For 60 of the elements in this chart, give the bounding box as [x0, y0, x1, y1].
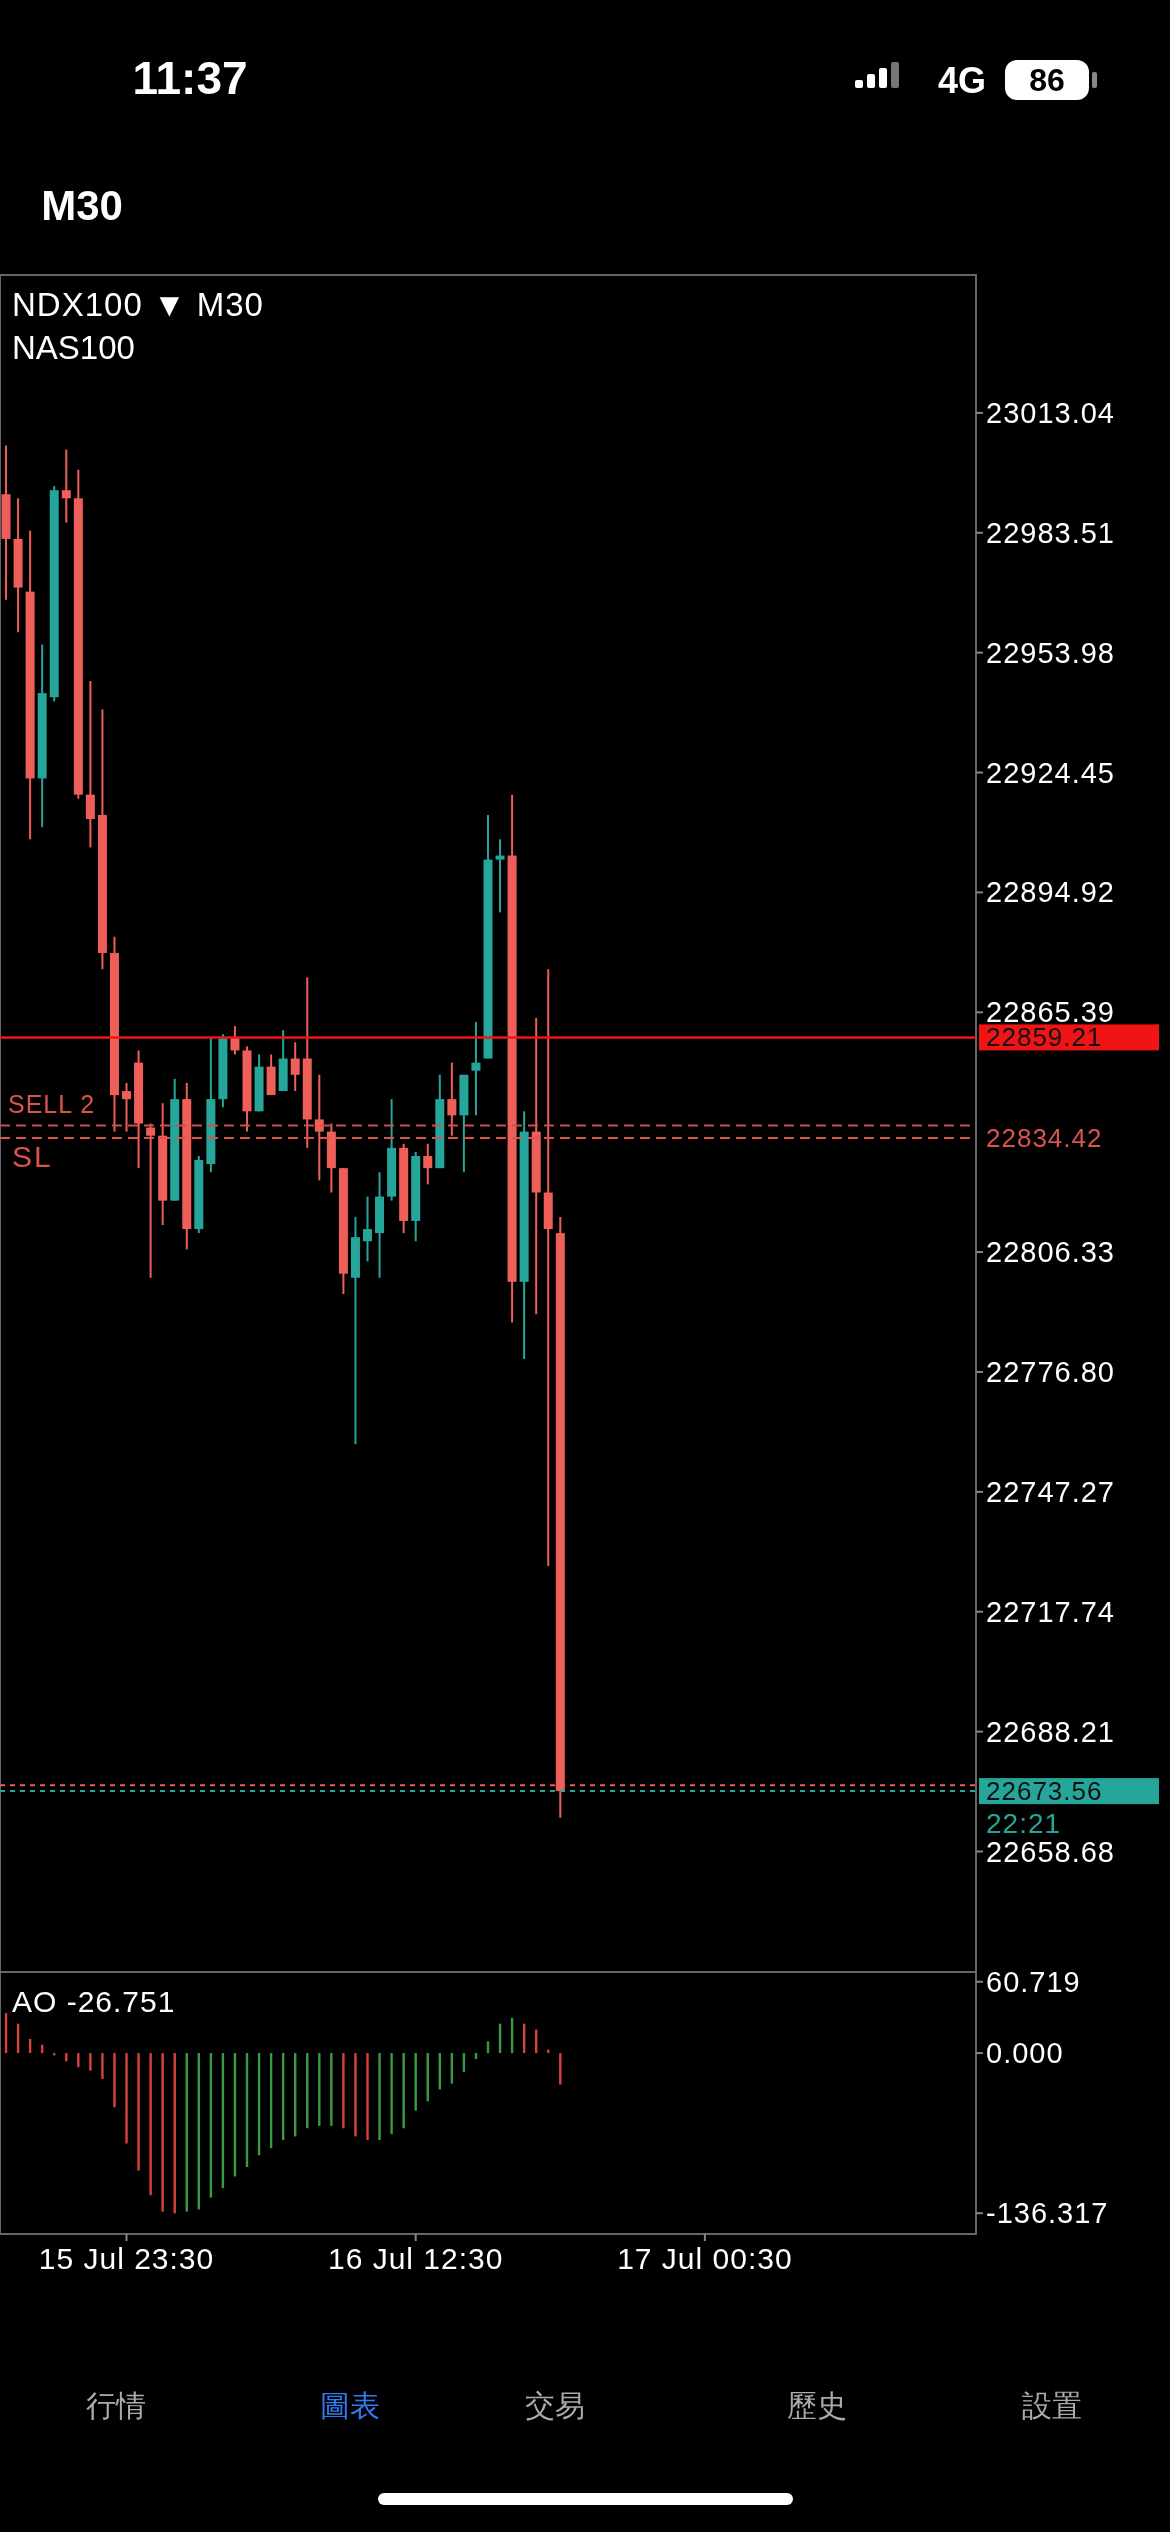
bar	[161, 2053, 164, 2212]
annotation: SELL 2	[8, 1090, 96, 1118]
y-tick-label: 22894.92	[986, 876, 1115, 909]
candlestick	[363, 1195, 373, 1263]
bar	[354, 2053, 357, 2137]
annotation: SL	[12, 1139, 53, 1173]
text: 設置	[1022, 2388, 1082, 2422]
candlestick	[495, 838, 505, 914]
bar	[402, 2053, 405, 2129]
y-tick-label: 22776.80	[986, 1355, 1115, 1388]
text: 圖表	[320, 2388, 380, 2422]
bar	[342, 2053, 345, 2129]
candlestick	[447, 1061, 457, 1137]
text: 4G	[937, 59, 987, 101]
text: NAS100	[12, 328, 135, 366]
x-tick-label: 15 Jul 23:30	[38, 2241, 215, 2275]
y-tick-label: 22953.98	[986, 636, 1115, 669]
bar	[89, 2053, 92, 2071]
x-tick-label: 17 Jul 00:30	[617, 2241, 793, 2275]
bar	[318, 2053, 321, 2126]
y-tick-label: 22747.27	[986, 1475, 1115, 1508]
bar	[149, 2053, 152, 2196]
x-tick-label: 16 Jul 12:30	[327, 2241, 504, 2275]
chart-title: AO -26.751	[12, 1984, 176, 2018]
chart-title: NDX100 ▼ M30	[12, 285, 264, 323]
bar	[137, 2053, 140, 2171]
bar	[113, 2053, 116, 2108]
y-tick-label: 60.719	[986, 1965, 1081, 1998]
candlestick	[471, 1021, 481, 1117]
text: M30	[41, 181, 123, 229]
y-tick-label: 0.000	[986, 2037, 1064, 2070]
y-tick-label: 22983.51	[986, 516, 1115, 549]
bar	[101, 2053, 104, 2079]
text: 86	[1029, 62, 1065, 98]
bar	[125, 2053, 128, 2144]
bar	[330, 2053, 333, 2126]
bar	[366, 2053, 369, 2141]
y-tick-label: 22717.74	[986, 1595, 1115, 1628]
text: 歷史	[787, 2388, 847, 2422]
candlestick	[61, 448, 71, 524]
bar	[378, 2053, 381, 2141]
y-tick-label: -136.317	[986, 2197, 1109, 2230]
candlestick	[146, 1122, 156, 1279]
bar	[390, 2053, 393, 2135]
candlestick	[290, 1041, 300, 1093]
ref-line-label: 22834.42	[986, 1123, 1103, 1154]
ref-line-label: 22673.56	[986, 1776, 1103, 1807]
candlestick	[543, 968, 553, 1568]
y-tick-label: 22688.21	[986, 1715, 1115, 1748]
candlestick	[314, 1073, 324, 1182]
text: 行情	[86, 2388, 146, 2422]
text: 交易	[525, 2388, 585, 2422]
candlestick	[122, 1081, 132, 1133]
candlestick	[423, 1142, 433, 1186]
y-tick-label: 23013.04	[986, 396, 1115, 429]
y-tick-label: 22806.33	[986, 1236, 1115, 1269]
y-tick-label: 22924.45	[986, 756, 1115, 789]
text: 11:37	[132, 52, 248, 104]
bar	[77, 2053, 80, 2068]
candlestick	[230, 1025, 240, 1056]
